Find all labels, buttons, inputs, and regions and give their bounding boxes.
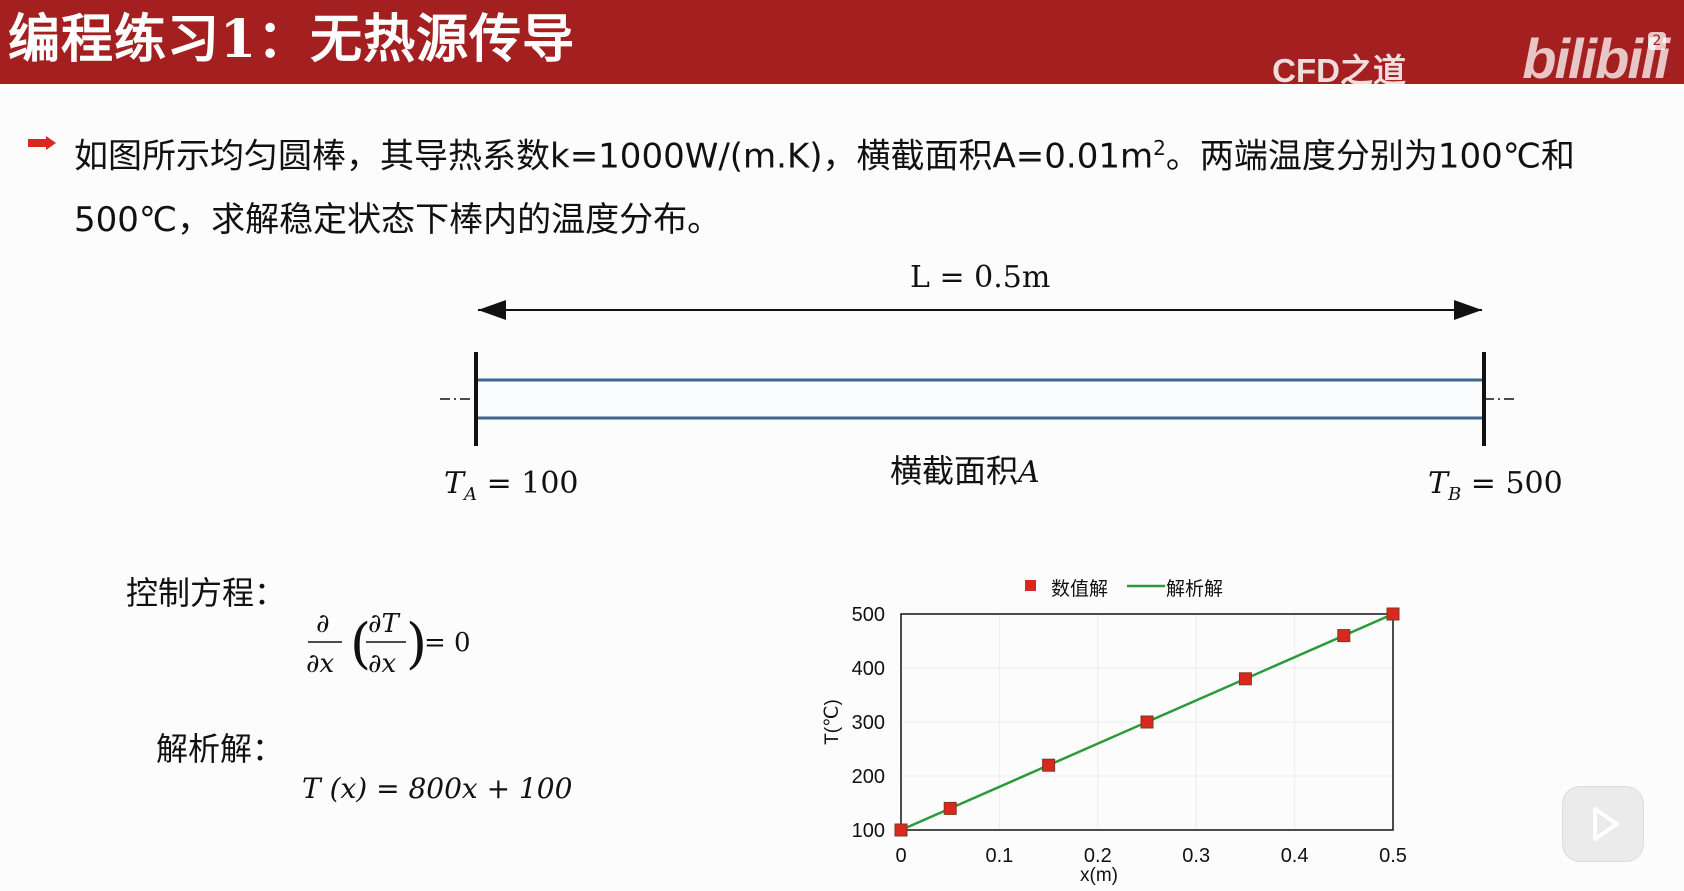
x-tick-label: 0.4	[1281, 845, 1309, 867]
numerical-solution-point	[1238, 672, 1252, 686]
right-temperature-label: TB = 500	[1428, 466, 1563, 505]
svg-text:∂x: ∂x	[306, 649, 334, 679]
numerical-solution-point	[1337, 629, 1351, 643]
slide-title: 编程练习1：无热源传导	[8, 9, 576, 70]
numerical-solution-point	[943, 801, 957, 815]
play-icon	[1593, 807, 1619, 841]
legend-label-analytic: 解析解	[1166, 578, 1223, 600]
numerical-solution-point	[1386, 607, 1400, 621]
ta-subscript: A	[464, 484, 478, 505]
y-tick-label: 300	[852, 712, 885, 734]
analytic-solution: T (x) = 800x + 100	[302, 772, 573, 805]
y-tick-label: 500	[852, 604, 885, 626]
brand-watermark: CFD之道	[1272, 52, 1406, 89]
y-tick-label: 200	[852, 766, 885, 788]
x-tick-label: 0.1	[985, 845, 1013, 867]
governing-rhs: = 0	[424, 628, 471, 658]
problem-text-1: 如图所示均匀圆棒，其导热系数k=1000W/(m.K)，横截面积A=0.01m	[74, 136, 1154, 177]
numerical-solution-point	[894, 823, 908, 837]
svg-text:∂: ∂	[316, 609, 329, 639]
x-tick-label: 0	[895, 845, 906, 867]
y-axis-label: T(℃)	[822, 699, 843, 745]
legend-marker-numerical	[1025, 580, 1036, 591]
cross-section-text: 横截面积	[890, 452, 1019, 490]
plot-frame	[900, 613, 1394, 831]
arrow-right-icon	[28, 136, 56, 150]
problem-statement: 如图所示均匀圆棒，其导热系数k=1000W/(m.K)，横截面积A=0.01m2…	[74, 116, 1634, 252]
problem-text-2: 。两端温度分别为100℃和	[1165, 136, 1575, 177]
play-button[interactable]	[1562, 786, 1644, 862]
x-tick-label: 0.5	[1379, 845, 1407, 867]
governing-equation-label: 控制方程：	[126, 574, 287, 612]
tb-symbol: T	[1428, 466, 1449, 501]
tb-subscript: B	[1448, 484, 1462, 505]
numerical-solution-point	[1140, 715, 1154, 729]
cross-section-label: 横截面积A	[890, 446, 1040, 492]
cross-section-var: A	[1018, 455, 1040, 490]
y-tick-label: 400	[852, 658, 885, 680]
bilibili-logo: bilibili	[1522, 27, 1670, 90]
y-tick-label: 100	[852, 820, 885, 842]
governing-equation: ∂ ∂x ( ∂T ∂x ) = 0	[306, 609, 471, 679]
area-unit-exponent: 2	[1153, 136, 1166, 160]
svg-text:∂x: ∂x	[368, 649, 396, 679]
tb-value: = 500	[1470, 466, 1563, 501]
x-tick-label: 0.3	[1182, 845, 1210, 867]
svg-text:(: (	[350, 612, 371, 675]
svg-text:∂T: ∂T	[368, 609, 400, 639]
bilibili-badge: 2	[1648, 32, 1666, 50]
legend-label-numerical: 数值解	[1051, 578, 1108, 600]
svg-text:): )	[406, 612, 427, 675]
x-axis-label: x(m)	[1080, 865, 1118, 886]
length-label: L = 0.5m	[910, 260, 1051, 295]
problem-text-3: 500℃，求解稳定状态下棒内的温度分布。	[74, 200, 722, 241]
ta-symbol: T	[444, 466, 465, 501]
ta-value: = 100	[486, 466, 579, 501]
x-tick-label: 0.2	[1084, 845, 1112, 867]
numerical-solution-point	[1042, 758, 1056, 772]
title-bar: 编程练习1：无热源传导 CFD之道 bilibili 2	[0, 0, 1684, 90]
analytic-solution-label: 解析解：	[156, 730, 285, 768]
left-temperature-label: TA = 100	[444, 466, 579, 505]
